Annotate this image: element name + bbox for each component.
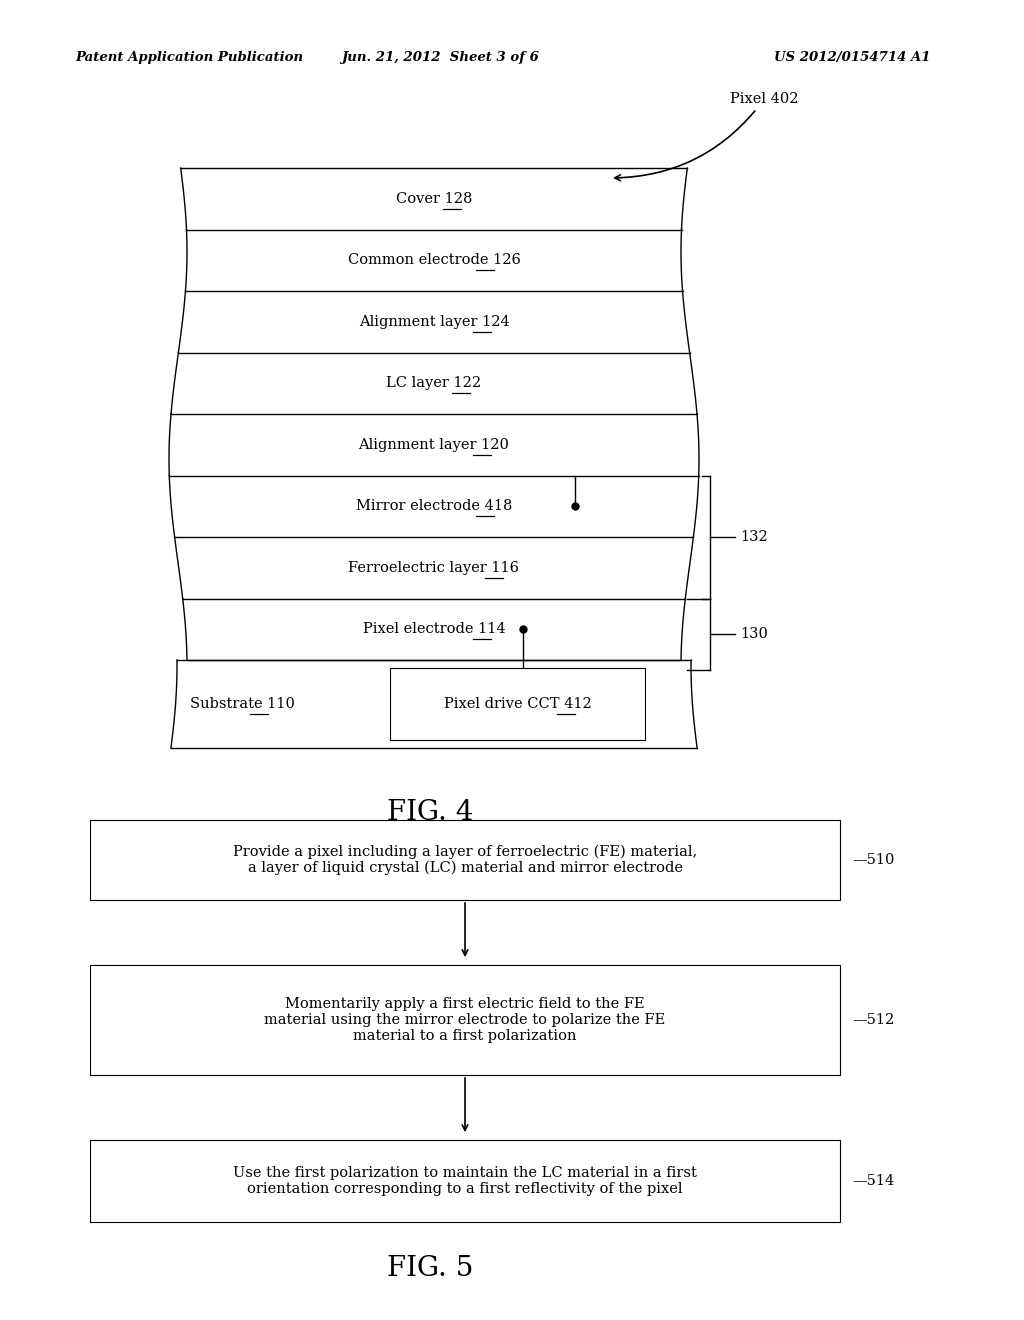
- Text: FIG. 5: FIG. 5: [387, 1254, 473, 1282]
- Text: Provide a pixel including a layer of ferroelectric (FE) material,: Provide a pixel including a layer of fer…: [232, 845, 697, 859]
- Text: Pixel drive CCT 412: Pixel drive CCT 412: [443, 697, 592, 711]
- Text: Cover 128: Cover 128: [396, 191, 472, 206]
- Text: Pixel 402: Pixel 402: [614, 92, 799, 181]
- Text: Mirror electrode 418: Mirror electrode 418: [355, 499, 512, 513]
- Text: Momentarily apply a first electric field to the FE: Momentarily apply a first electric field…: [286, 997, 645, 1011]
- Bar: [90, 820, 840, 900]
- Text: 132: 132: [740, 531, 768, 544]
- Text: Common electrode 126: Common electrode 126: [347, 253, 520, 267]
- Bar: [390, 668, 645, 741]
- Bar: [90, 1140, 840, 1222]
- Text: 130: 130: [740, 627, 768, 642]
- Text: Patent Application Publication: Patent Application Publication: [75, 51, 303, 65]
- Text: —510: —510: [852, 853, 894, 867]
- Text: US 2012/0154714 A1: US 2012/0154714 A1: [773, 51, 930, 65]
- Text: Pixel electrode 114: Pixel electrode 114: [362, 622, 505, 636]
- Text: LC layer 122: LC layer 122: [386, 376, 481, 391]
- Text: —514: —514: [852, 1173, 894, 1188]
- Text: material using the mirror electrode to polarize the FE: material using the mirror electrode to p…: [264, 1012, 666, 1027]
- Text: material to a first polarization: material to a first polarization: [353, 1030, 577, 1043]
- Text: Use the first polarization to maintain the LC material in a first: Use the first polarization to maintain t…: [233, 1166, 697, 1180]
- Bar: [90, 965, 840, 1074]
- Text: —512: —512: [852, 1012, 894, 1027]
- Text: Substrate 110: Substrate 110: [190, 697, 295, 711]
- Text: Jun. 21, 2012  Sheet 3 of 6: Jun. 21, 2012 Sheet 3 of 6: [341, 51, 539, 65]
- Text: orientation corresponding to a first reflectivity of the pixel: orientation corresponding to a first ref…: [247, 1181, 683, 1196]
- Text: FIG. 4: FIG. 4: [387, 800, 473, 826]
- Text: a layer of liquid crystal (LC) material and mirror electrode: a layer of liquid crystal (LC) material …: [248, 861, 683, 875]
- Text: Ferroelectric layer 116: Ferroelectric layer 116: [348, 561, 519, 574]
- Text: Alignment layer 124: Alignment layer 124: [358, 314, 509, 329]
- Text: Alignment layer 120: Alignment layer 120: [358, 438, 509, 451]
